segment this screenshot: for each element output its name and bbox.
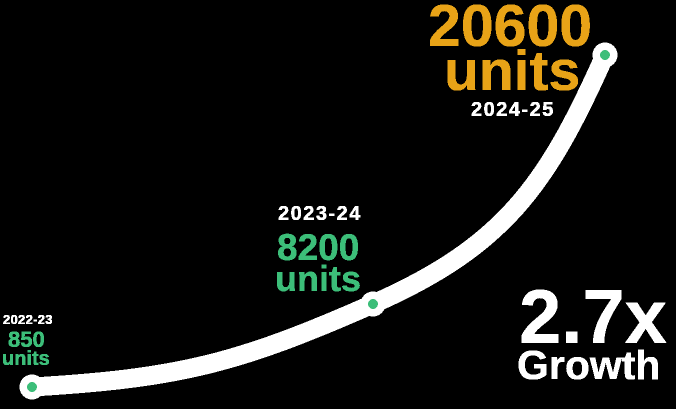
svg-text:2022-23: 2022-23 xyxy=(3,312,53,327)
svg-text:units: units xyxy=(2,348,50,370)
svg-text:2024-25: 2024-25 xyxy=(471,99,555,121)
svg-text:units: units xyxy=(444,39,580,103)
svg-text:units: units xyxy=(275,258,361,299)
svg-text:2023-24: 2023-24 xyxy=(278,203,362,225)
svg-text:Growth: Growth xyxy=(517,342,660,388)
